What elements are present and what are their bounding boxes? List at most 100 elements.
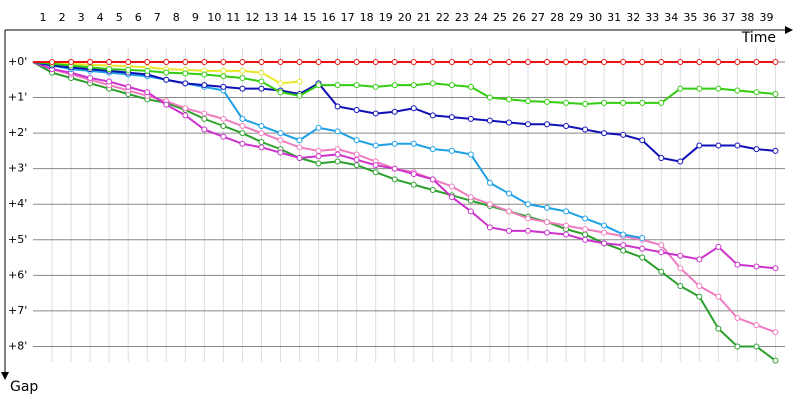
- data-point: [658, 249, 665, 256]
- data-point: [391, 82, 398, 89]
- x-tick-label: 12: [245, 11, 259, 24]
- data-point: [715, 59, 722, 65]
- data-point: [410, 171, 417, 177]
- data-point: [715, 243, 722, 250]
- x-tick-label: 8: [173, 11, 180, 24]
- data-point: [258, 144, 265, 151]
- y-arrow: [1, 372, 9, 380]
- data-point: [315, 82, 322, 89]
- x-tick-label: 32: [626, 11, 640, 24]
- series-line: [32, 61, 776, 270]
- data-point: [753, 59, 760, 65]
- data-point: [277, 130, 284, 137]
- data-point: [220, 133, 227, 140]
- data-point: [391, 165, 398, 172]
- data-point: [125, 83, 132, 90]
- data-point: [410, 82, 417, 89]
- data-point: [277, 80, 284, 87]
- data-point: [182, 105, 189, 112]
- data-point: [639, 59, 646, 65]
- data-point: [372, 142, 379, 149]
- data-point: [372, 169, 379, 176]
- data-point: [620, 242, 627, 249]
- data-point: [563, 222, 570, 229]
- x-tick-label: 18: [360, 11, 374, 24]
- data-point: [696, 256, 703, 263]
- data-point: [353, 137, 360, 144]
- data-point: [353, 162, 360, 169]
- data-point: [106, 59, 113, 65]
- data-point: [334, 146, 341, 153]
- data-point: [563, 123, 570, 129]
- data-point: [258, 130, 265, 137]
- data-point: [201, 59, 208, 65]
- x-tick-label: 6: [135, 11, 142, 24]
- x-tick-label: 25: [493, 11, 507, 24]
- data-point: [220, 115, 227, 122]
- data-point: [201, 115, 208, 122]
- data-point: [658, 99, 665, 106]
- data-point: [486, 59, 493, 65]
- data-point: [429, 80, 436, 87]
- data-point: [544, 219, 551, 225]
- data-point: [563, 208, 570, 215]
- data-point: [201, 126, 208, 133]
- data-point: [582, 231, 589, 238]
- data-point: [239, 115, 246, 122]
- data-point: [734, 261, 741, 268]
- data-point: [715, 85, 722, 92]
- data-point: [410, 181, 417, 188]
- data-point: [277, 149, 284, 156]
- x-tick-label: 11: [226, 11, 240, 24]
- y-tick-label: +0': [8, 55, 27, 68]
- data-point: [239, 140, 246, 147]
- data-point: [772, 329, 779, 336]
- data-point: [372, 83, 379, 90]
- data-point: [677, 158, 684, 165]
- data-point: [601, 222, 608, 229]
- y-tick-label: +2': [8, 126, 27, 139]
- data-point: [467, 151, 474, 158]
- x-tick-label: 21: [417, 11, 431, 24]
- x-tick-label: 26: [512, 11, 526, 24]
- x-tick-label: 22: [436, 11, 450, 24]
- data-point: [696, 142, 703, 149]
- data-point: [544, 229, 551, 236]
- data-point: [734, 315, 741, 321]
- data-point: [639, 245, 646, 252]
- data-point: [334, 59, 341, 65]
- data-point: [734, 59, 741, 65]
- data-point: [334, 82, 341, 89]
- data-point: [544, 121, 551, 128]
- data-point: [734, 142, 741, 149]
- data-point: [296, 155, 303, 161]
- data-point: [582, 126, 589, 133]
- data-point: [753, 89, 760, 96]
- data-point: [429, 59, 436, 65]
- x-tick-label: 29: [569, 11, 583, 24]
- y-tick-label: +4': [8, 197, 27, 210]
- data-point: [68, 59, 75, 65]
- data-point: [715, 142, 722, 149]
- data-point: [772, 265, 779, 272]
- data-point: [315, 59, 322, 65]
- data-point: [296, 78, 303, 85]
- x-tick-label: 19: [379, 11, 393, 24]
- data-point: [658, 268, 665, 275]
- x-tick-label: 3: [78, 11, 85, 24]
- data-point: [220, 73, 227, 80]
- data-point: [677, 59, 684, 65]
- data-point: [601, 240, 608, 247]
- data-point: [258, 139, 265, 145]
- data-point: [239, 123, 246, 129]
- data-point: [505, 59, 512, 65]
- data-point: [505, 208, 512, 215]
- data-point: [582, 215, 589, 222]
- data-point: [182, 112, 189, 119]
- data-point: [410, 140, 417, 147]
- x-tick-label: 17: [341, 11, 355, 24]
- data-point: [639, 137, 646, 144]
- data-point: [505, 96, 512, 103]
- data-point: [620, 131, 627, 138]
- x-tick-label: 27: [531, 11, 545, 24]
